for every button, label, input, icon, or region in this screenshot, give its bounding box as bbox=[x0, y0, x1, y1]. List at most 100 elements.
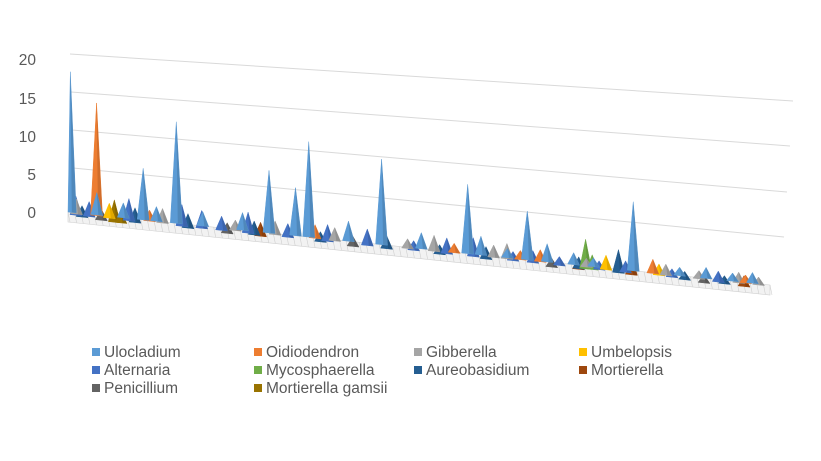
floor-hatch bbox=[729, 280, 733, 291]
area-peak-shade bbox=[162, 208, 169, 224]
floor-hatch bbox=[299, 236, 303, 247]
legend-swatch bbox=[254, 348, 262, 356]
floor-hatch bbox=[571, 264, 574, 275]
floor-hatch bbox=[431, 249, 435, 260]
area-peak-shade bbox=[248, 212, 255, 234]
gridline bbox=[72, 167, 785, 238]
floor-hatch bbox=[193, 225, 197, 236]
floor-hatch bbox=[233, 229, 236, 240]
legend-swatch bbox=[92, 384, 100, 392]
area-peak-shade bbox=[254, 220, 261, 236]
y-tick-label: 20 bbox=[19, 52, 37, 69]
area-peak-shade bbox=[485, 246, 492, 260]
legend-swatch bbox=[92, 348, 100, 356]
area-peak bbox=[117, 202, 130, 219]
floor-hatch bbox=[67, 211, 71, 223]
area-peak bbox=[474, 235, 488, 256]
area-peak bbox=[427, 235, 441, 253]
area-peak-shade bbox=[128, 198, 135, 222]
floor-hatch bbox=[378, 244, 382, 255]
area-peak-shade bbox=[684, 271, 691, 281]
area-peak-shade bbox=[176, 121, 183, 224]
area-peak bbox=[673, 266, 686, 277]
area-peak-shade bbox=[334, 227, 341, 242]
area-peak-shade bbox=[434, 235, 441, 252]
floor-hatch bbox=[504, 257, 508, 268]
area-peak bbox=[289, 187, 302, 237]
area-peak-shade bbox=[221, 216, 228, 231]
area-peak bbox=[627, 201, 640, 272]
floor-hatch bbox=[769, 284, 773, 296]
floor-hatch bbox=[266, 232, 269, 243]
area-peak bbox=[712, 270, 725, 283]
area-peak bbox=[553, 256, 566, 267]
area-peak-shade bbox=[96, 192, 103, 216]
area-peak-shade bbox=[353, 236, 359, 248]
area-peak-shade bbox=[242, 212, 249, 231]
floor-hatch bbox=[239, 229, 243, 240]
area-peak-shade bbox=[718, 271, 725, 283]
floor-hatch bbox=[736, 281, 740, 292]
legend-item: Mycosphaerella bbox=[254, 362, 375, 380]
area-peak-shade bbox=[386, 235, 393, 250]
floor-hatch bbox=[306, 236, 309, 247]
floor-hatch bbox=[312, 237, 316, 248]
area-peak-shade bbox=[679, 267, 686, 277]
legend-swatch bbox=[414, 348, 422, 356]
area-peak-shade bbox=[348, 221, 355, 242]
area-peak-shade bbox=[202, 211, 209, 227]
area-peak-shade bbox=[671, 268, 678, 278]
area-peak-shade bbox=[187, 213, 194, 229]
legend-item: Ulocladium bbox=[92, 344, 181, 362]
area-peak-shade bbox=[744, 275, 750, 288]
floor-hatch bbox=[140, 219, 144, 230]
area-peak-shade bbox=[407, 238, 414, 250]
area-peak-shade bbox=[143, 168, 150, 221]
legend-swatch bbox=[414, 366, 422, 374]
area-peak-shade bbox=[480, 236, 487, 256]
area-peak-shade bbox=[76, 198, 83, 215]
area-peak bbox=[415, 232, 428, 250]
area-peak-shade bbox=[493, 245, 500, 259]
area-peak bbox=[67, 71, 77, 214]
area-peak bbox=[90, 192, 104, 216]
legend-swatch bbox=[254, 366, 262, 374]
area-peak-shade bbox=[454, 243, 461, 254]
series-umbelopsis bbox=[103, 202, 666, 277]
area-peak-shade bbox=[704, 274, 710, 284]
area-peak bbox=[612, 249, 625, 274]
legend-label: Alternaria bbox=[104, 362, 171, 379]
area-peak bbox=[361, 228, 374, 247]
legend-item: Umbelopsis bbox=[579, 344, 672, 362]
area-peak-shade bbox=[114, 199, 121, 223]
floor-hatch bbox=[643, 271, 647, 282]
area-peak-shade bbox=[268, 170, 275, 234]
area-peak bbox=[699, 267, 713, 280]
legend-item: Mortierella gamsii bbox=[254, 380, 387, 398]
floor-hatch bbox=[392, 245, 395, 256]
floor-hatch bbox=[279, 233, 283, 245]
area-peak bbox=[587, 257, 600, 268]
legend-label: Umbelopsis bbox=[591, 344, 672, 361]
floor-hatch bbox=[498, 256, 501, 267]
series-ulocladium bbox=[67, 71, 759, 285]
floor-hatch bbox=[425, 249, 428, 260]
area-peak bbox=[746, 272, 759, 285]
area-peak bbox=[567, 252, 580, 266]
y-tick-label: 5 bbox=[27, 167, 36, 184]
area-peak-shade bbox=[367, 228, 374, 247]
gridline bbox=[69, 53, 794, 102]
area-peak-shade bbox=[559, 256, 566, 267]
area-peak-shade bbox=[70, 71, 77, 213]
area-peak bbox=[136, 168, 150, 221]
area-peak bbox=[150, 206, 163, 223]
area-peak-shade bbox=[752, 272, 759, 284]
floor-hatch bbox=[167, 222, 170, 233]
area-peak-shade bbox=[381, 159, 388, 246]
area-peak bbox=[447, 243, 461, 254]
floor-slab bbox=[67, 211, 771, 296]
area-peak bbox=[342, 220, 355, 243]
floor-hatch bbox=[173, 222, 177, 234]
area-peak-shade bbox=[573, 252, 580, 266]
